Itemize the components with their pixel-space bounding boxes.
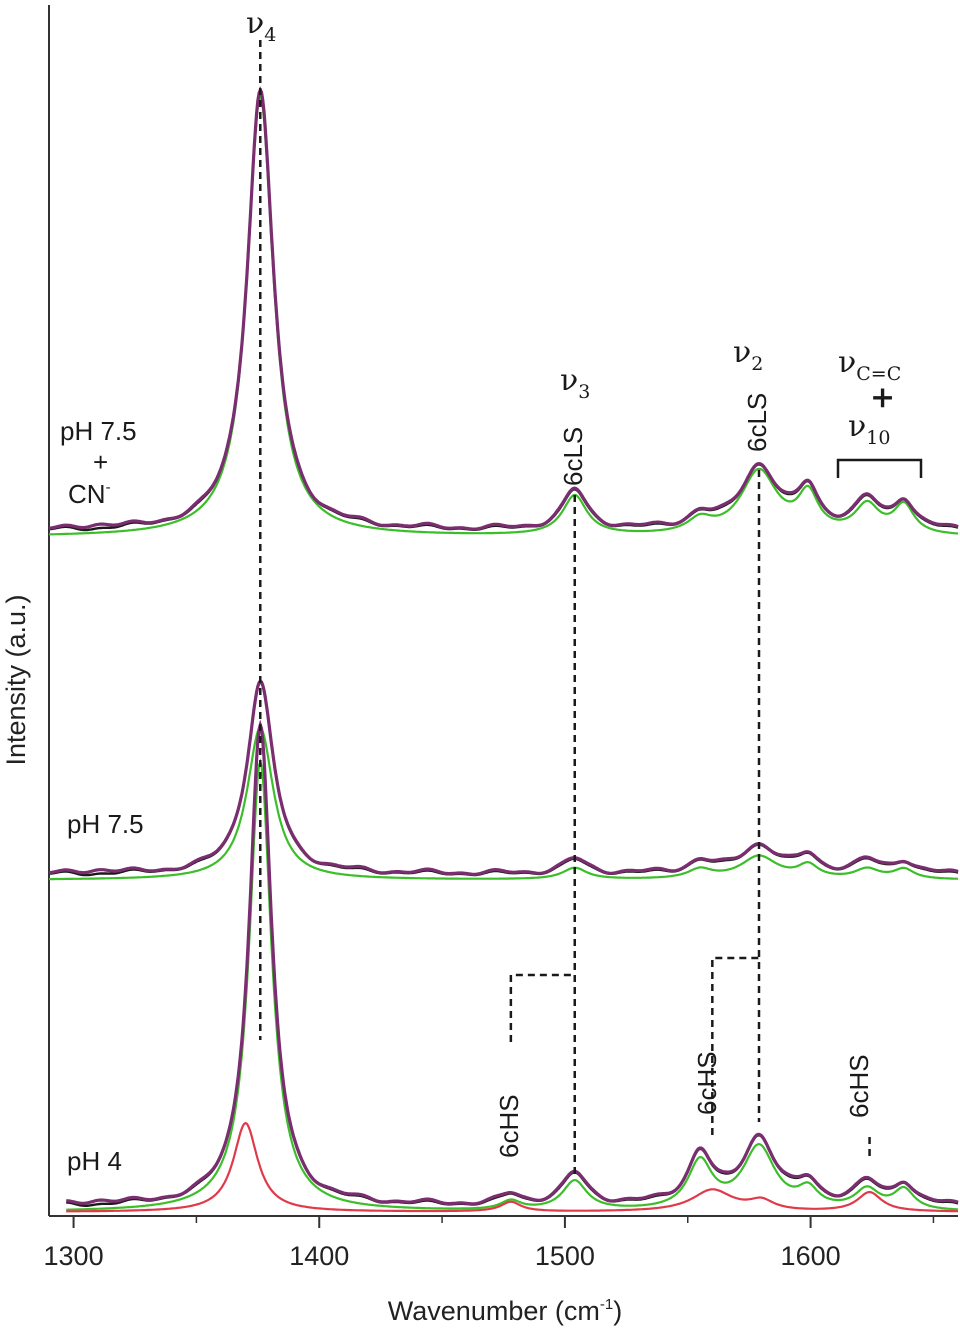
ph75-cn-fit [48,86,959,531]
hs-label-1: 6cHS [494,1094,524,1158]
label-ph75-cn-line3: CN- [68,479,111,509]
nu10-label: ν10 [848,409,890,449]
ls-label-nu2: 6cLS [742,393,772,452]
hs-label-3: 6cHS [844,1054,874,1118]
ph4-component-green [66,758,959,1211]
ls-label-nu3: 6cLS [558,427,588,486]
nu-cc-label: νC=C [838,345,901,385]
ph75-cn-component-green [48,94,959,536]
peak-guide-lines [259,40,871,1178]
label-ph4: pH 4 [67,1146,122,1176]
label-ph75-cn-line1: pH 7.5 [60,416,137,446]
ph4-component-red [66,1121,958,1213]
x-axis-title: Wavenumber (cm-1) [388,1296,622,1326]
x-tick-label-1500: 1500 [535,1241,595,1271]
hs-label-2: 6cHS [692,1051,722,1115]
ph75-component-green [49,726,959,881]
ph75-experimental [48,680,959,877]
spectra-group [48,86,959,1213]
label-ph75: pH 7.5 [67,809,144,839]
hs2-guide [711,956,760,1135]
x-tick-label-1400: 1400 [289,1241,349,1271]
nu-cc-bracket [836,458,923,478]
nu4-label: ν4 [246,6,276,46]
plus-label: + [870,380,895,415]
y-axis-title: Intensity (a.u.) [1,594,31,765]
nu2-label: ν2 [733,335,763,375]
label-ph75-cn-plus: + [93,447,108,477]
ph75-fit [48,679,959,876]
nu3-label: ν3 [560,363,590,403]
ph4-fit [66,719,959,1206]
x-tick-label-1300: 1300 [44,1241,104,1271]
x-tick-group: 1300 1400 1500 1600 [44,1216,935,1271]
x-tick-label-1600: 1600 [781,1241,841,1271]
ph75-cn-experimental [48,88,959,532]
hs1-guide [509,973,575,1042]
